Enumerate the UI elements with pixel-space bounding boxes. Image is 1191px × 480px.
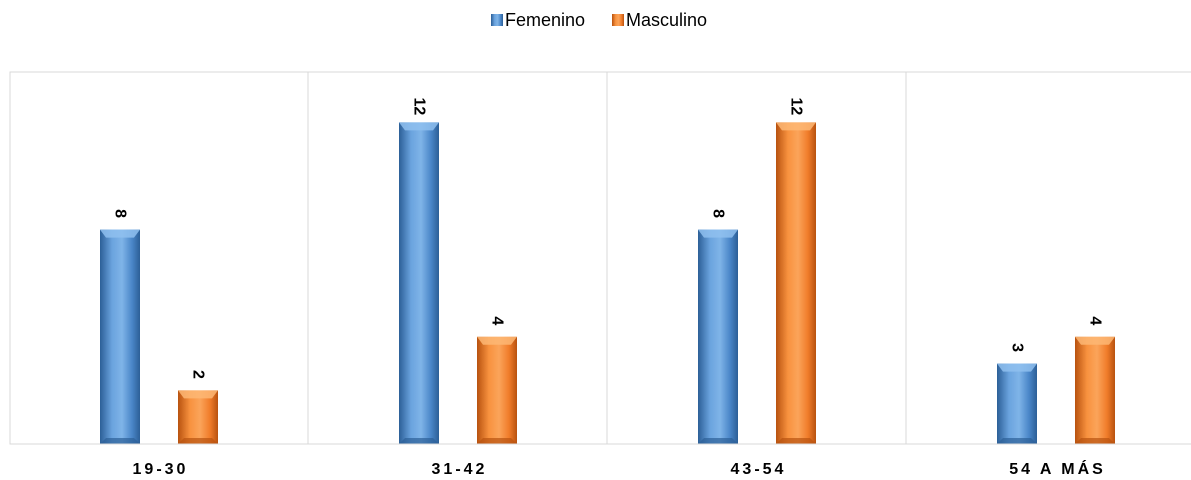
x-axis-ticks: 19-30 31-42 43-54 54 A MÁS [133,459,1106,478]
bar-masculino-43-54 [776,122,816,445]
legend-swatch-masculino [612,14,624,26]
data-label: 12 [411,98,428,116]
plot-area: 8 2 12 4 8 12 3 4 [9,71,1191,445]
bar-femenino-54-a-más [997,363,1037,444]
category-dividers [307,72,907,444]
bar-femenino-19-30 [100,229,140,444]
bar-masculino-19-30 [178,390,218,444]
legend-label-femenino: Femenino [505,10,585,30]
data-label: 4 [489,316,506,325]
data-label: 2 [190,370,207,379]
x-tick-label: 19-30 [133,461,189,478]
data-label: 8 [112,209,129,218]
bar-femenino-31-42 [399,122,439,445]
legend-swatch-femenino [491,14,503,26]
bars [100,122,1115,445]
x-tick-label: 43-54 [731,461,787,478]
bar-femenino-43-54 [698,229,738,444]
data-label: 8 [710,209,727,218]
bar-masculino-54-a-más [1075,336,1115,444]
x-tick-label: 31-42 [432,461,488,478]
x-tick-label: 54 A MÁS [1009,459,1106,478]
legend: Femenino Masculino [491,10,707,30]
data-label: 3 [1009,343,1026,352]
data-labels: 8 2 12 4 8 12 3 4 [112,98,1104,379]
bar-masculino-31-42 [477,336,517,444]
legend-label-masculino: Masculino [626,10,707,30]
data-label: 4 [1087,316,1104,325]
data-label: 12 [788,98,805,116]
